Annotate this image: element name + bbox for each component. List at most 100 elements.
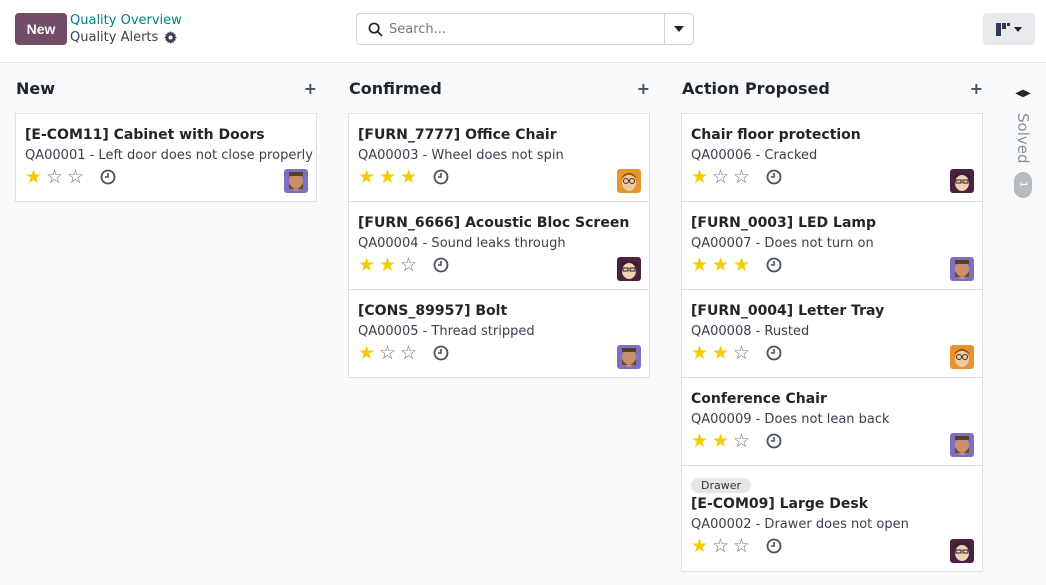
avatar[interactable] <box>950 539 974 563</box>
card-subtitle: QA00003 - Wheel does not spin <box>358 148 564 163</box>
search-icon <box>368 22 383 37</box>
avatar[interactable] <box>950 257 974 281</box>
star-empty-icon[interactable]: ☆ <box>400 254 418 276</box>
star-empty-icon[interactable]: ☆ <box>733 430 751 452</box>
star-filled-icon[interactable]: ★ <box>712 430 730 452</box>
star-filled-icon[interactable]: ★ <box>712 342 730 364</box>
activity-clock-icon[interactable] <box>766 345 782 361</box>
star-empty-icon[interactable]: ☆ <box>733 535 751 557</box>
kanban-card[interactable]: [FURN_6666] Acoustic Bloc Screen QA00004… <box>348 201 650 290</box>
card-title: [FURN_0003] LED Lamp <box>691 215 877 231</box>
folded-column-count: 1 <box>1014 171 1032 198</box>
star-empty-icon[interactable]: ☆ <box>46 166 64 188</box>
column-header: New + <box>15 63 317 114</box>
star-empty-icon[interactable]: ☆ <box>67 166 85 188</box>
column-title: Confirmed <box>349 79 442 98</box>
card-title: [E-COM11] Cabinet with Doors <box>25 127 265 143</box>
kanban-card[interactable]: Drawer [E-COM09] Large Desk QA00002 - Dr… <box>681 465 983 572</box>
card-title: [FURN_6666] Acoustic Bloc Screen <box>358 215 630 231</box>
priority-rating: ★ ★ ☆ <box>358 255 641 275</box>
priority-rating: ★ ☆ ☆ <box>25 167 308 187</box>
new-button[interactable]: New <box>15 13 67 45</box>
activity-clock-icon[interactable] <box>766 433 782 449</box>
kanban-card[interactable]: [CONS_89957] Bolt QA00005 - Thread strip… <box>348 289 650 378</box>
view-switcher-button[interactable] <box>983 13 1035 45</box>
star-filled-icon[interactable]: ★ <box>358 166 376 188</box>
card-subtitle: QA00006 - Cracked <box>691 148 818 163</box>
priority-rating: ★ ★ ☆ <box>691 343 974 363</box>
star-filled-icon[interactable]: ★ <box>691 342 709 364</box>
quick-create-plus-icon[interactable]: + <box>636 79 650 98</box>
control-panel: New Quality Overview Quality Alerts <box>0 0 1046 63</box>
priority-rating: ★ ☆ ☆ <box>358 343 641 363</box>
kanban-card[interactable]: [FURN_7777] Office Chair QA00003 - Wheel… <box>348 113 650 202</box>
priority-rating: ★ ★ ☆ <box>691 431 974 451</box>
card-subtitle: QA00008 - Rusted <box>691 324 810 339</box>
search-options-toggle[interactable] <box>664 14 693 44</box>
card-title: [FURN_0004] Letter Tray <box>691 303 885 319</box>
priority-rating: ★ ☆ ☆ <box>691 536 974 556</box>
avatar[interactable] <box>950 345 974 369</box>
card-tag: Drawer <box>691 478 752 493</box>
quick-create-plus-icon[interactable]: + <box>969 79 983 98</box>
activity-clock-icon[interactable] <box>433 345 449 361</box>
avatar[interactable] <box>617 345 641 369</box>
kanban-card[interactable]: [FURN_0003] LED Lamp QA00007 - Does not … <box>681 201 983 290</box>
star-filled-icon[interactable]: ★ <box>733 254 751 276</box>
star-filled-icon[interactable]: ★ <box>712 254 730 276</box>
breadcrumb-current: Quality Alerts <box>70 30 178 45</box>
star-filled-icon[interactable]: ★ <box>691 254 709 276</box>
star-filled-icon[interactable]: ★ <box>379 166 397 188</box>
star-empty-icon[interactable]: ☆ <box>379 342 397 364</box>
activity-clock-icon[interactable] <box>433 257 449 273</box>
card-title: [FURN_7777] Office Chair <box>358 127 557 143</box>
activity-clock-icon[interactable] <box>766 169 782 185</box>
kanban-column: Confirmed + [FURN_7777] Office Chair QA00… <box>348 63 650 378</box>
activity-clock-icon[interactable] <box>766 538 782 554</box>
kanban-card[interactable]: Conference Chair QA00009 - Does not lean… <box>681 377 983 466</box>
priority-rating: ★ ★ ★ <box>358 167 641 187</box>
kanban-card[interactable]: [E-COM11] Cabinet with Doors QA00001 - L… <box>15 113 317 202</box>
star-filled-icon[interactable]: ★ <box>691 166 709 188</box>
star-empty-icon[interactable]: ☆ <box>712 535 730 557</box>
star-filled-icon[interactable]: ★ <box>691 535 709 557</box>
card-title: Chair floor protection <box>691 127 861 143</box>
folded-column-solved[interactable]: ◀▶ Solved 1 <box>1000 63 1046 585</box>
activity-clock-icon[interactable] <box>433 169 449 185</box>
star-filled-icon[interactable]: ★ <box>25 166 43 188</box>
page-title: Quality Alerts <box>70 30 159 45</box>
star-empty-icon[interactable]: ☆ <box>400 342 418 364</box>
star-filled-icon[interactable]: ★ <box>358 342 376 364</box>
activity-clock-icon[interactable] <box>100 169 116 185</box>
priority-rating: ★ ☆ ☆ <box>691 167 974 187</box>
column-title: New <box>16 79 56 98</box>
column-header: Action Proposed + <box>681 63 983 114</box>
activity-clock-icon[interactable] <box>766 257 782 273</box>
star-filled-icon[interactable]: ★ <box>358 254 376 276</box>
kanban-card[interactable]: Chair floor protection QA00006 - Cracked… <box>681 113 983 202</box>
expand-arrows-icon[interactable]: ◀▶ <box>1015 88 1031 99</box>
star-filled-icon[interactable]: ★ <box>400 166 418 188</box>
column-header: Confirmed + <box>348 63 650 114</box>
breadcrumb-parent[interactable]: Quality Overview <box>70 13 182 28</box>
card-title: [E-COM09] Large Desk <box>691 496 869 512</box>
quick-create-plus-icon[interactable]: + <box>303 79 317 98</box>
kanban-column: New + [E-COM11] Cabinet with Doors QA0000… <box>15 63 317 202</box>
avatar[interactable] <box>617 257 641 281</box>
card-subtitle: QA00004 - Sound leaks through <box>358 236 566 251</box>
avatar[interactable] <box>950 169 974 193</box>
star-empty-icon[interactable]: ☆ <box>733 342 751 364</box>
star-filled-icon[interactable]: ★ <box>379 254 397 276</box>
avatar[interactable] <box>284 169 308 193</box>
kanban-card[interactable]: [FURN_0004] Letter Tray QA00008 - Rusted… <box>681 289 983 378</box>
star-empty-icon[interactable]: ☆ <box>733 166 751 188</box>
kanban-column: Action Proposed + Chair floor protection … <box>681 63 983 572</box>
gear-icon[interactable] <box>164 31 178 44</box>
avatar[interactable] <box>950 433 974 457</box>
card-subtitle: QA00005 - Thread stripped <box>358 324 535 339</box>
caret-down-icon <box>674 26 684 32</box>
search-input[interactable] <box>383 21 664 37</box>
star-empty-icon[interactable]: ☆ <box>712 166 730 188</box>
star-filled-icon[interactable]: ★ <box>691 430 709 452</box>
avatar[interactable] <box>617 169 641 193</box>
